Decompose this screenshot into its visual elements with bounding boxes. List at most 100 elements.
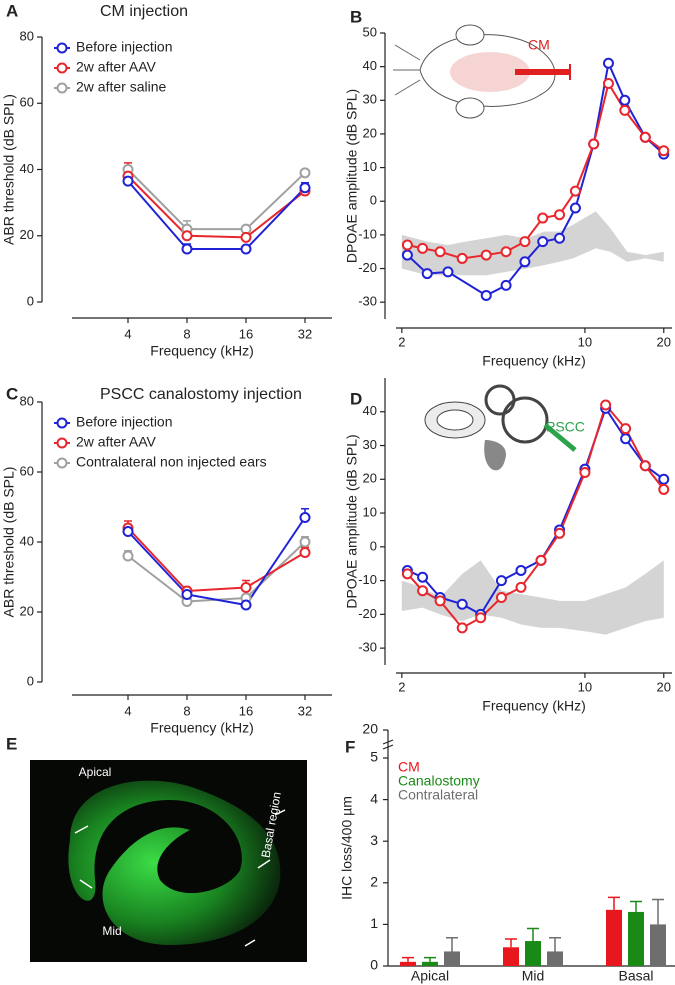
error-bar — [505, 938, 517, 948]
y-tick-label: 20 — [363, 471, 377, 486]
legend-label: 2w after AAV — [76, 434, 157, 450]
marker — [500, 279, 512, 291]
marker — [619, 104, 631, 116]
legend-marker — [56, 457, 68, 469]
series-line — [127, 527, 306, 593]
marker — [619, 94, 631, 106]
y-tick-label: 4 — [370, 790, 378, 806]
marker — [122, 550, 134, 562]
x-tick-label: 20 — [657, 679, 671, 694]
bar — [547, 951, 563, 966]
bar — [503, 947, 519, 966]
region-boundary — [244, 939, 256, 947]
series-line — [127, 180, 306, 250]
error-bar — [402, 956, 414, 962]
bar — [422, 961, 438, 966]
y-tick-label: 5 — [370, 749, 378, 765]
y-tick-label: 40 — [363, 58, 377, 73]
marker — [421, 268, 433, 280]
marker — [434, 595, 446, 607]
x-tick-label: 10 — [578, 679, 592, 694]
legend-label: CM — [398, 759, 420, 775]
region-boundary — [274, 809, 286, 816]
legend-label: Contralateral — [398, 787, 478, 803]
x-tick-label: Basal — [618, 968, 653, 984]
region-boundary — [79, 879, 93, 889]
error-bar — [608, 896, 620, 910]
y-tick-label: 50 — [363, 24, 377, 39]
bar — [444, 951, 460, 966]
x-tick-label: 20 — [657, 334, 671, 349]
error-bar — [446, 936, 458, 952]
marker — [417, 585, 429, 597]
noise-band — [401, 211, 664, 276]
series-line — [127, 541, 306, 603]
marker — [600, 399, 612, 411]
x-tick-label: 16 — [239, 326, 253, 341]
y-tick-label: 0 — [370, 957, 378, 973]
marker — [240, 582, 252, 593]
marker — [515, 564, 527, 576]
marker — [658, 483, 670, 495]
bar — [400, 961, 416, 966]
x-tick-label: 4 — [124, 326, 131, 341]
series-line — [406, 59, 665, 297]
marker — [122, 175, 134, 187]
legend-marker — [56, 82, 68, 94]
marker — [417, 242, 429, 254]
cochlea-tissue — [68, 780, 281, 945]
marker — [122, 526, 134, 537]
error-bar — [527, 927, 539, 942]
marker — [639, 131, 651, 143]
y-tick-label: 20 — [20, 227, 34, 242]
x-axis-label: Frequency (kHz) — [150, 343, 253, 359]
y-axis-label: ABR threshold (dB SPL) — [1, 94, 17, 245]
legend-label: 2w after AAV — [76, 59, 157, 75]
x-tick-label: 4 — [124, 703, 131, 718]
marker — [579, 467, 591, 479]
annotation: PSCC — [546, 419, 585, 435]
x-axis-label: Frequency (kHz) — [482, 353, 585, 369]
marker — [434, 246, 446, 258]
y-tick-label: 80 — [20, 28, 34, 43]
marker — [442, 266, 454, 278]
mouse-inset — [393, 24, 571, 119]
marker — [569, 185, 581, 197]
legend-label: Before injection — [76, 39, 173, 55]
marker — [401, 568, 413, 580]
y-tick-label: 0 — [27, 673, 34, 688]
panel-letter: D — [350, 389, 362, 408]
marker — [240, 243, 252, 255]
x-axis-label: Frequency (kHz) — [150, 720, 253, 736]
marker — [299, 167, 311, 179]
y-tick-label: -20 — [358, 260, 377, 275]
x-tick-label: 2 — [398, 679, 405, 694]
y-axis-label: DPOAE amplitude (dB SPL) — [344, 89, 360, 263]
panel-letter: A — [6, 1, 18, 20]
marker — [181, 243, 193, 255]
marker — [401, 239, 413, 251]
panel-letter: F — [345, 737, 355, 756]
marker — [456, 598, 468, 610]
panel-title: CM injection — [100, 3, 188, 20]
bar — [628, 911, 644, 966]
legend-label: Canalostomy — [398, 773, 480, 789]
panel-letter: E — [6, 734, 17, 753]
y-tick-label: 40 — [20, 533, 34, 548]
legend-label: Before injection — [76, 414, 173, 430]
y-tick-label: 60 — [20, 95, 34, 110]
panel-letter: C — [6, 384, 18, 403]
legend-label: 2w after saline — [76, 79, 166, 95]
x-tick-label: 8 — [183, 703, 190, 718]
marker — [537, 212, 549, 224]
annotation: CM — [528, 37, 550, 53]
marker — [519, 236, 531, 248]
y-tick-label: 1 — [370, 915, 378, 931]
region-boundary — [74, 825, 89, 834]
region-boundary — [257, 859, 271, 869]
series-line — [127, 168, 306, 231]
marker — [500, 246, 512, 258]
marker — [299, 512, 311, 523]
x-tick-label: 32 — [298, 326, 312, 341]
